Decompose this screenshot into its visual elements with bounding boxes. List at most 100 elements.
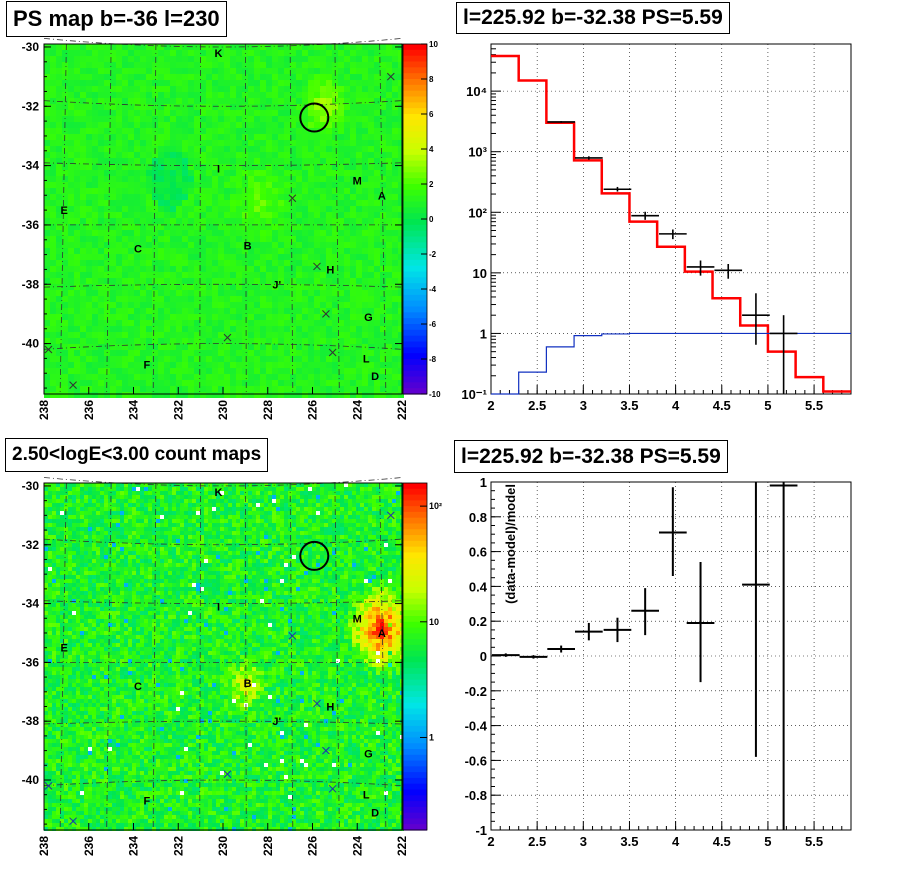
source-label-l: L (363, 790, 370, 802)
spectrum-x-label: 3 (580, 398, 587, 413)
source-label-b: B (244, 678, 252, 690)
bottom-map-lon-label: 224 (350, 836, 364, 856)
bottom-map-lon-label: 232 (171, 836, 185, 856)
source-label-c: C (134, 244, 142, 256)
source-label-e: E (60, 205, 67, 217)
residual-y-label: -0.4 (465, 719, 488, 734)
spectrum-x-label: 5.5 (805, 398, 823, 413)
bottom-map-lat-label: -32 (22, 538, 40, 552)
residual-y-axis-title: (data-model)/model (503, 484, 518, 604)
colorbar-label: 1 (429, 732, 434, 742)
source-label-i: I (217, 164, 220, 176)
source-label-h: H (326, 701, 334, 713)
source-label-m: M (353, 613, 362, 625)
residual-x-label: 4 (672, 834, 680, 849)
bottom-map-lon-label: 222 (395, 836, 409, 856)
residual-x-label: 2 (487, 834, 494, 849)
source-label-f: F (144, 796, 151, 808)
source-label-k: K (215, 487, 223, 499)
spectrum-frame (491, 44, 851, 394)
residual-x-label: 4.5 (713, 834, 731, 849)
top-map-lon-label: 222 (395, 400, 409, 420)
top-map-lat-label: -34 (22, 159, 40, 173)
source-label-d: D (371, 371, 379, 383)
bottom-map-lat-label: -30 (22, 479, 40, 493)
top-map-lon-label: 230 (216, 400, 230, 420)
bottom-map-lon-label: 226 (306, 836, 320, 856)
bottom-map-lon-label: 238 (37, 836, 51, 856)
residual-y-label: 0 (480, 649, 487, 664)
source-label-b: B (244, 241, 252, 253)
source-label-g: G (364, 312, 373, 324)
top-map-lat-label: -38 (22, 277, 40, 291)
colorbar-label: 8 (429, 75, 434, 84)
spectrum-x-label: 2 (487, 398, 494, 413)
colorbar-label: -2 (429, 250, 437, 259)
top-map-lon-label: 238 (37, 400, 51, 420)
colorbar-label: 10 (429, 40, 438, 49)
source-label-k: K (215, 48, 223, 60)
top-map-pixels (44, 44, 404, 398)
source-label-m: M (353, 175, 362, 187)
colorbar-label: 2 (429, 180, 434, 189)
spectrum-y-label: 10⁴ (466, 84, 487, 99)
source-label-a: A (378, 190, 386, 202)
residual-y-label: 0.8 (469, 510, 487, 525)
source-label-l: L (363, 353, 370, 365)
top-map-lat-label: -30 (22, 40, 40, 54)
spectrum-y-label: 10 (473, 266, 487, 281)
bottom-map-lat-label: -34 (22, 597, 40, 611)
top-map-lat-label: -40 (22, 337, 40, 351)
top-map-lon-label: 228 (261, 400, 275, 420)
bottom-map-lon-label: 230 (216, 836, 230, 856)
spectrum-x-label: 4 (672, 398, 680, 413)
top-map-lon-label: 232 (171, 400, 185, 420)
residual-x-label: 5 (764, 834, 771, 849)
top-map-lon-label: 236 (82, 400, 96, 420)
colorbar-label: 10² (429, 501, 442, 511)
spectrum-y-label: 10⁻¹ (461, 387, 487, 402)
source-label-c: C (134, 681, 142, 693)
residual-y-label: -0.8 (465, 788, 487, 803)
residual-x-label: 3 (580, 834, 587, 849)
residual-x-label: 2.5 (528, 834, 546, 849)
top-map-lon-label: 234 (127, 400, 141, 420)
spectrum-y-label: 10² (468, 205, 487, 220)
top-map-lat-label: -36 (22, 218, 40, 232)
source-label-jp: J' (272, 716, 281, 728)
source-label-d: D (371, 807, 379, 819)
residual-title: l=225.92 b=-32.38 PS=5.59 (454, 440, 728, 473)
bottom-map-lon-label: 236 (82, 836, 96, 856)
spectrum-x-label: 2.5 (528, 398, 546, 413)
source-label-jp: J' (272, 279, 281, 291)
source-label-f: F (144, 359, 151, 371)
source-label-a: A (378, 628, 386, 640)
spectrum-y-label: 10³ (468, 145, 487, 160)
spectrum-y-label: 1 (480, 326, 487, 341)
source-label-i: I (217, 602, 220, 614)
residual-x-label: 3.5 (620, 834, 638, 849)
residual-y-label: -0.6 (465, 753, 487, 768)
bottom-map-lat-label: -40 (22, 773, 40, 787)
top-map-lon-label: 224 (350, 400, 364, 420)
residual-x-label: 5.5 (805, 834, 823, 849)
bottom-map-pixels (44, 483, 404, 831)
residual-y-label: -1 (475, 823, 487, 838)
spectrum-x-label: 4.5 (713, 398, 731, 413)
source-label-h: H (326, 264, 334, 276)
spectrum-x-label: 5 (764, 398, 771, 413)
spectrum-data-point (547, 121, 575, 123)
ps-map-title: PS map b=-36 l=230 (6, 1, 227, 37)
residual-y-label: -0.2 (465, 684, 487, 699)
bottom-map-lat-label: -38 (22, 714, 40, 728)
